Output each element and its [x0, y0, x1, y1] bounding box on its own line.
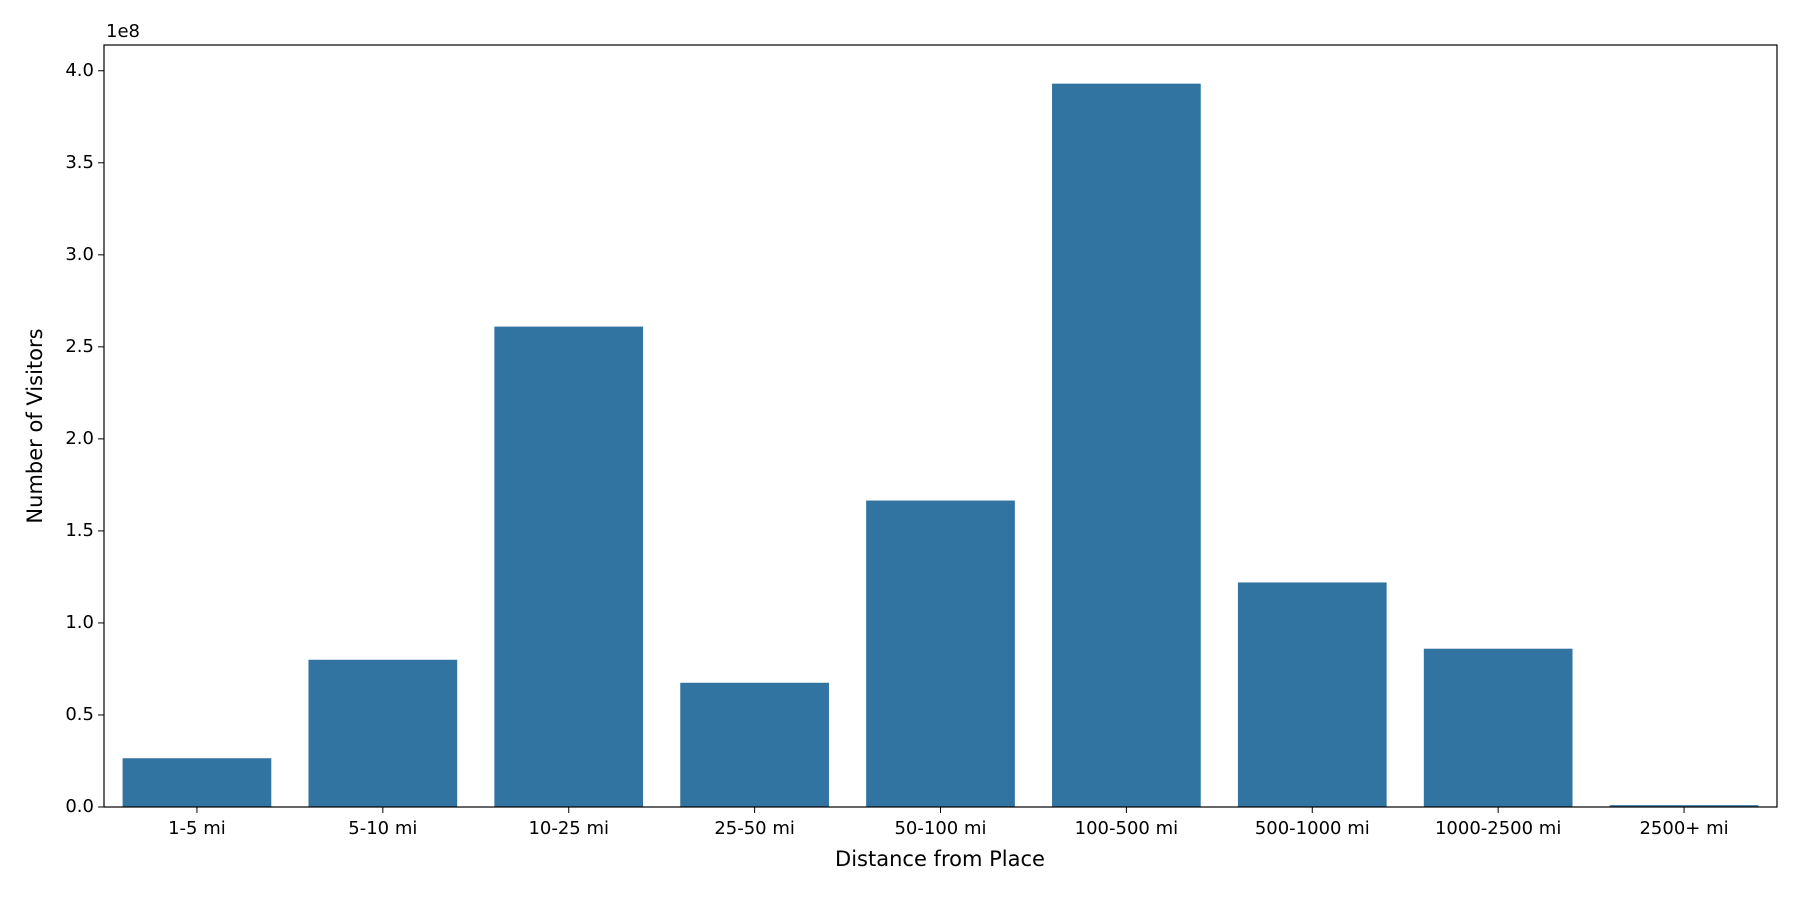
bar — [866, 500, 1015, 807]
y-tick-label: 4.0 — [65, 60, 94, 81]
x-tick-label: 50-100 mi — [894, 818, 986, 839]
y-tick-label: 2.0 — [65, 428, 94, 449]
y-tick-label: 2.5 — [65, 336, 94, 357]
bar — [308, 659, 458, 807]
y-tick-label: 3.5 — [65, 152, 94, 173]
x-tick-label: 2500+ mi — [1639, 818, 1728, 839]
bar — [1423, 648, 1573, 807]
bar — [494, 326, 644, 807]
y-multiplier: 1e8 — [106, 21, 140, 42]
bar — [1237, 582, 1387, 807]
x-tick-label: 100-500 mi — [1075, 818, 1178, 839]
x-tick-label: 5-10 mi — [348, 818, 417, 839]
x-tick-label: 500-1000 mi — [1255, 818, 1370, 839]
x-axis-title: Distance from Place — [835, 847, 1045, 871]
y-tick-label: 1.0 — [65, 612, 94, 633]
x-tick-label: 25-50 mi — [714, 818, 795, 839]
x-tick-label: 1000-2500 mi — [1435, 818, 1561, 839]
plot-frame — [103, 44, 1778, 808]
bar — [1609, 805, 1759, 807]
y-axis-title: Number of Visitors — [23, 328, 47, 523]
bar — [1052, 83, 1201, 808]
y-tick-label: 0.0 — [65, 796, 94, 817]
y-tick-label: 0.5 — [65, 704, 94, 725]
y-tick-label: 3.0 — [65, 244, 94, 265]
bar — [680, 682, 829, 807]
x-tick-label: 10-25 mi — [528, 818, 609, 839]
bar — [122, 758, 272, 807]
y-tick-label: 1.5 — [65, 520, 94, 541]
x-tick-label: 1-5 mi — [168, 818, 226, 839]
